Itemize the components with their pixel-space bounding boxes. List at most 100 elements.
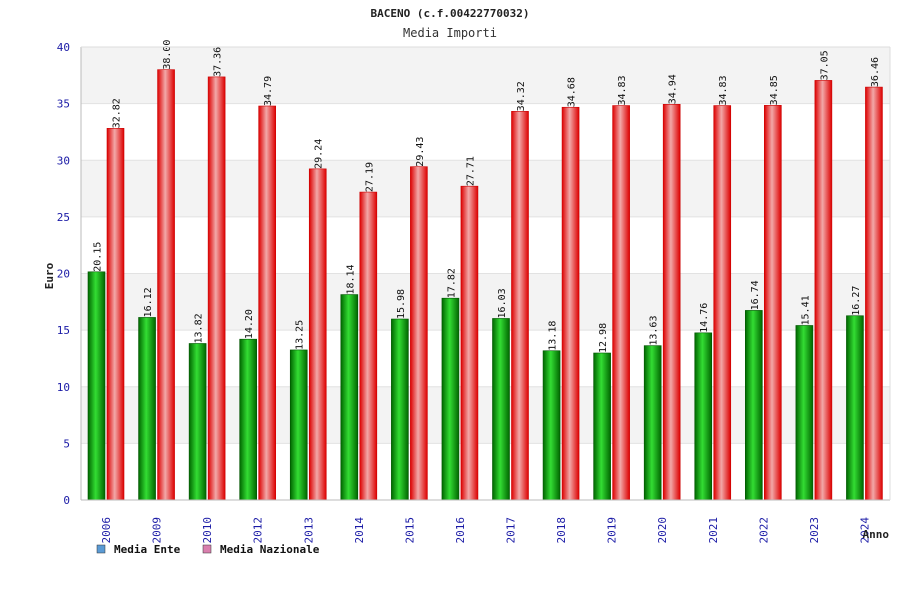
bar-value-label: 13.18 [548, 321, 559, 351]
y-tick-label: 20 [57, 268, 70, 281]
bar-media-nazionale-2015 [410, 166, 428, 501]
bar-value-label: 38.00 [162, 40, 173, 70]
bar-media-ente-2014 [340, 294, 359, 501]
bar-media-ente-2012 [239, 338, 257, 501]
chart-title: BACENO (c.f.00422770032) [371, 7, 530, 20]
bar-value-label: 34.79 [263, 76, 274, 106]
x-tick-label: 2020 [656, 517, 669, 544]
x-tick-label: 2014 [353, 517, 366, 544]
bar-media-nazionale-2021 [713, 105, 732, 501]
bar-media-nazionale-2010 [207, 76, 226, 501]
bar-value-label: 13.63 [649, 316, 660, 346]
y-tick-label: 5 [63, 437, 70, 450]
bar-media-ente-2023 [795, 325, 814, 501]
bar-media-ente-2018 [542, 350, 561, 501]
x-axis-label: Anno [863, 528, 890, 541]
x-tick-label: 2016 [454, 517, 467, 544]
y-axis-label: Euro [43, 262, 56, 289]
bar-media-ente-2024 [846, 315, 864, 501]
bar-value-label: 12.98 [598, 323, 609, 353]
bar-media-ente-2020 [643, 345, 662, 501]
bar-value-label: 34.68 [567, 77, 578, 107]
bar-value-label: 15.41 [800, 295, 811, 325]
x-tick-label: 2012 [252, 517, 265, 544]
bar-media-nazionale-2016 [460, 185, 479, 501]
bar-value-label: 13.25 [295, 320, 306, 350]
bar-media-nazionale-2012 [258, 105, 276, 501]
y-tick-label: 0 [63, 494, 70, 507]
bar-media-nazionale-2017 [511, 111, 529, 501]
y-tick-label: 35 [57, 98, 70, 111]
bar-value-label: 29.43 [415, 137, 426, 167]
bar-value-label: 34.85 [769, 75, 780, 105]
axes [80, 46, 891, 501]
bar-media-nazionale-2024 [865, 86, 883, 501]
bar-value-labels: 20.15 32.82 16.12 38.00 13.82 37.36 14.20 34.79… [93, 40, 881, 353]
bar-media-nazionale-2023 [814, 80, 833, 501]
y-tick-label: 30 [57, 154, 70, 167]
x-tick-label: 2018 [555, 517, 568, 544]
bar-media-ente-2019 [593, 352, 611, 501]
x-tick-label: 2009 [151, 517, 164, 544]
legend-label-media-ente: Media Ente [114, 543, 181, 556]
y-tick-label: 40 [57, 41, 70, 54]
legend-label-media-nazionale: Media Nazionale [220, 543, 320, 556]
bars [87, 69, 883, 501]
x-tick-label: 2006 [100, 517, 113, 544]
bar-value-label: 29.24 [314, 139, 325, 169]
bar-media-nazionale-2022 [764, 105, 782, 501]
bar-value-label: 14.76 [699, 303, 710, 333]
bar-media-ente-2022 [745, 310, 763, 501]
bar-value-label: 32.82 [112, 98, 123, 128]
bar-value-label: 27.71 [465, 156, 476, 186]
bar-media-nazionale-2019 [612, 105, 630, 501]
bar-media-ente-2017 [492, 318, 510, 501]
x-tick-label: 2021 [707, 517, 720, 544]
bar-media-nazionale-2020 [662, 104, 681, 501]
bar-value-label: 20.15 [93, 242, 104, 272]
bar-value-label: 13.82 [194, 313, 205, 343]
bar-media-ente-2016 [441, 297, 460, 501]
chart-subtitle: Media Importi [403, 26, 497, 40]
bar-value-label: 37.36 [213, 47, 224, 77]
bar-value-label: 18.14 [345, 264, 356, 294]
legend-swatch-media-ente [96, 544, 106, 554]
bar-media-ente-2009 [138, 317, 156, 501]
x-tick-label: 2013 [302, 517, 315, 544]
bar-media-ente-2015 [391, 318, 409, 501]
bar-value-label: 34.83 [617, 75, 628, 105]
bar-media-nazionale-2009 [157, 69, 175, 501]
y-tick-label: 15 [57, 324, 70, 337]
bar-value-label: 34.32 [516, 81, 527, 111]
legend: Media Ente Media Nazionale [96, 543, 320, 556]
x-tick-labels: 2006 2009 2010 2012 2013 2014 2015 2016 2017 2018… [100, 517, 871, 544]
bar-media-nazionale-2014 [359, 191, 378, 501]
x-tick-label: 2010 [201, 517, 214, 544]
x-tick-label: 2017 [505, 517, 518, 544]
y-tick-label: 10 [57, 381, 70, 394]
y-tick-label: 25 [57, 211, 70, 224]
x-tick-label: 2023 [808, 517, 821, 544]
bar-media-ente-2013 [289, 349, 308, 501]
y-tick-labels: 0 5 10 15 20 25 30 35 40 [57, 41, 70, 507]
bar-media-nazionale-2018 [561, 106, 580, 501]
bar-value-label: 16.74 [750, 280, 761, 310]
x-tick-label: 2024 [858, 517, 871, 544]
bar-value-label: 37.05 [819, 50, 830, 80]
bar-value-label: 34.83 [718, 75, 729, 105]
bar-value-label: 14.20 [244, 309, 255, 339]
bar-media-ente-2010 [188, 343, 207, 501]
bar-media-ente-2021 [694, 332, 713, 501]
bar-media-nazionale-2006 [106, 128, 125, 501]
bar-media-nazionale-2013 [308, 168, 327, 501]
bar-value-label: 16.27 [851, 286, 862, 316]
bar-value-label: 34.94 [668, 74, 679, 104]
bar-media-ente-2006 [87, 271, 106, 501]
bar-value-label: 16.12 [143, 287, 154, 317]
bar-value-label: 17.82 [446, 268, 457, 298]
x-tick-label: 2019 [606, 517, 619, 544]
x-tick-label: 2015 [403, 517, 416, 544]
bar-value-label: 36.46 [870, 57, 881, 87]
